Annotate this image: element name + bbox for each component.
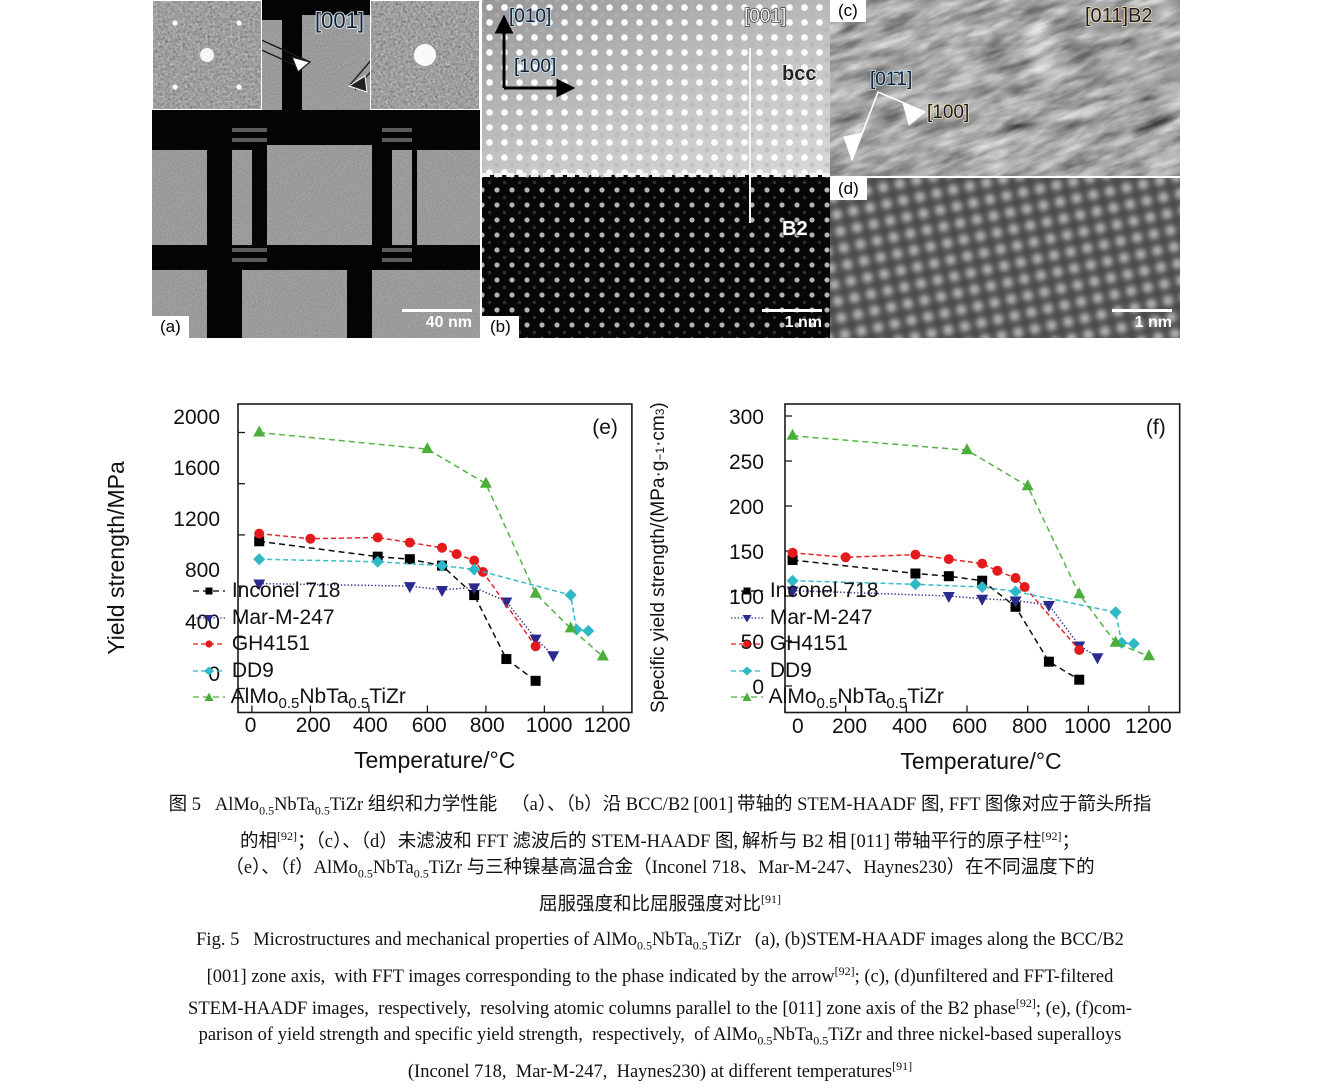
svg-text:[100]: [100] [927,102,969,123]
svg-text:[01̄1]: [01̄1] [870,69,912,90]
svg-text:[011]B2: [011]B2 [1085,5,1152,27]
svg-text:[001]: [001] [315,8,364,33]
svg-text:(e): (e) [592,416,618,439]
svg-text:B2: B2 [782,218,808,240]
svg-text:[010]: [010] [509,6,551,27]
svg-text:bcc: bcc [782,63,816,85]
svg-text:[100]: [100] [514,56,556,77]
svg-text:(f): (f) [1145,416,1165,439]
svg-text:[001]: [001] [744,6,786,27]
